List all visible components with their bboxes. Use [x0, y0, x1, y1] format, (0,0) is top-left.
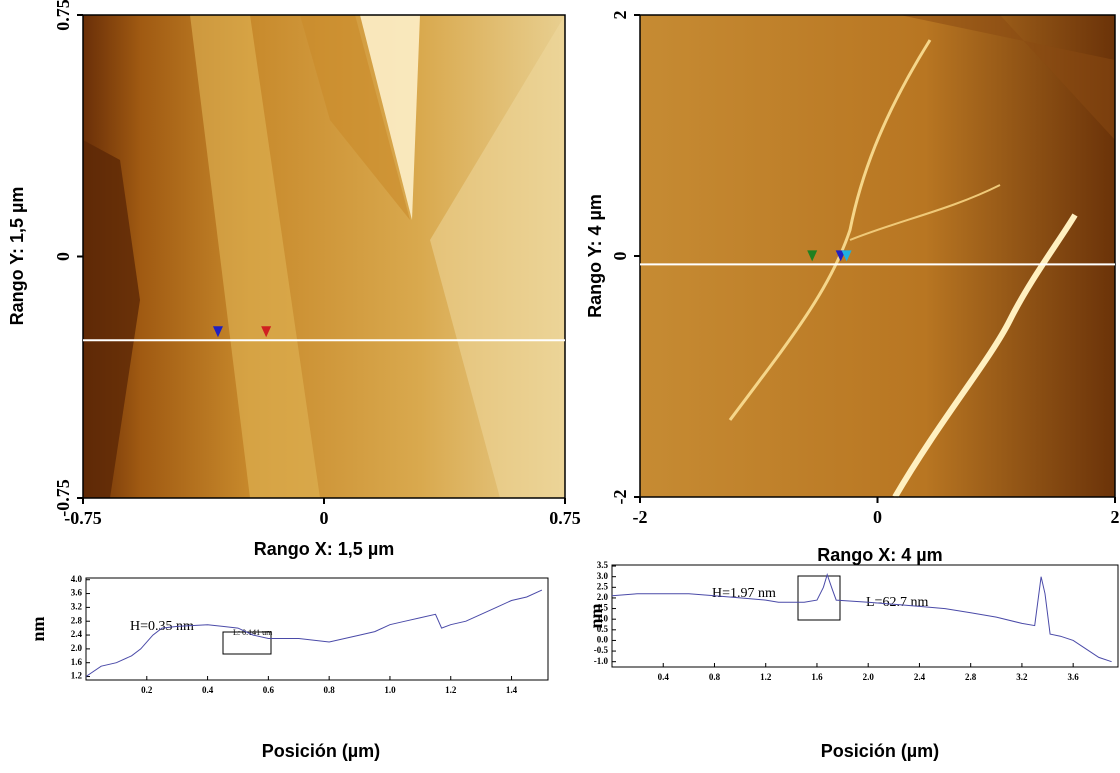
x-tick-label: 0 — [320, 508, 329, 528]
x-tick-label: 1.2 — [445, 685, 457, 695]
profile-curve — [85, 589, 543, 677]
x-axis-label: Rango X: 1,5 µm — [254, 539, 394, 559]
y-tick-label: 2.8 — [71, 615, 83, 625]
x-tick-label: 0.2 — [141, 685, 153, 695]
x-tick-label: 2.8 — [965, 672, 977, 682]
plot-frame — [85, 577, 549, 681]
annotation: L=62.7 nm — [866, 595, 928, 610]
x-tick-label: 0.8 — [324, 685, 336, 695]
plot-frame — [611, 564, 1119, 668]
y-tick-label: -2 — [610, 490, 630, 505]
x-axis-label: Rango X: 4 µm — [817, 545, 942, 565]
y-tick-label: 0 — [610, 252, 630, 261]
y-tick-label: 1.2 — [71, 671, 83, 681]
y-axis-label: Rango Y: 4 µm — [585, 194, 605, 318]
cursor-marker — [807, 250, 818, 262]
x-tick-label: 1.6 — [811, 672, 823, 682]
annotation: H=0.35 nm — [130, 619, 194, 634]
y-tick-label: 4.0 — [71, 574, 83, 584]
y-tick-label: 1.5 — [597, 603, 609, 613]
cursor-marker — [212, 326, 223, 338]
x-tick-label: 0.8 — [709, 672, 721, 682]
y-tick-label: 2.0 — [71, 643, 83, 653]
y-tick-label: 1.6 — [71, 657, 83, 667]
y-tick-label: 3.6 — [71, 588, 83, 598]
y-tick-label: 0.5 — [597, 624, 609, 634]
y-tick-label: 0 — [53, 252, 73, 261]
y-tick-label: 3.0 — [597, 571, 609, 581]
x-tick-label: 2.0 — [863, 672, 875, 682]
cursor-marker — [841, 250, 852, 262]
x-tick-label: -2 — [633, 507, 648, 527]
x-axis-label: Posición (µm) — [262, 741, 380, 761]
y-tick-label: -0.5 — [594, 645, 609, 655]
y-axis-label: nm — [586, 603, 606, 628]
x-tick-label: 3.6 — [1068, 672, 1080, 682]
x-tick-label: 0.4 — [202, 685, 214, 695]
y-tick-label: -0.75 — [53, 479, 73, 517]
cursor-marker — [261, 326, 272, 338]
x-tick-label: 3.2 — [1016, 672, 1028, 682]
x-tick-label: 0 — [873, 507, 882, 527]
x-tick-label: 2 — [1111, 507, 1120, 527]
y-tick-label: 2.5 — [597, 581, 609, 591]
x-tick-label: -0.75 — [64, 508, 102, 528]
x-tick-label: 1.4 — [506, 685, 518, 695]
y-tick-label: 0.0 — [597, 635, 609, 645]
x-tick-label: 1.2 — [760, 672, 772, 682]
y-tick-label: 0.75 — [53, 0, 73, 31]
x-tick-label: 2.4 — [914, 672, 926, 682]
x-tick-label: 0.4 — [658, 672, 670, 682]
y-axis-label: nm — [28, 616, 48, 641]
annotation: H=1.97 nm — [712, 586, 776, 601]
afm-image-right — [640, 15, 1115, 499]
afm-image-left — [83, 15, 565, 498]
x-tick-label: 0.75 — [549, 508, 581, 528]
x-axis-label: Posición (µm) — [821, 741, 939, 761]
y-axis-label: Rango Y: 1,5 µm — [7, 187, 27, 326]
annotation: L: 0.141 um — [233, 628, 273, 637]
y-tick-label: 2.0 — [597, 592, 609, 602]
y-tick-label: 3.5 — [597, 560, 609, 570]
y-tick-label: 1.0 — [597, 613, 609, 623]
x-tick-label: 1.0 — [384, 685, 396, 695]
profile-curve — [611, 572, 1112, 663]
y-tick-label: 2 — [610, 11, 630, 20]
annotation-box — [797, 575, 841, 621]
x-tick-label: 0.6 — [263, 685, 275, 695]
y-tick-label: 3.2 — [71, 601, 83, 611]
y-tick-label: 2.4 — [71, 629, 83, 639]
y-tick-label: -1.0 — [594, 656, 609, 666]
